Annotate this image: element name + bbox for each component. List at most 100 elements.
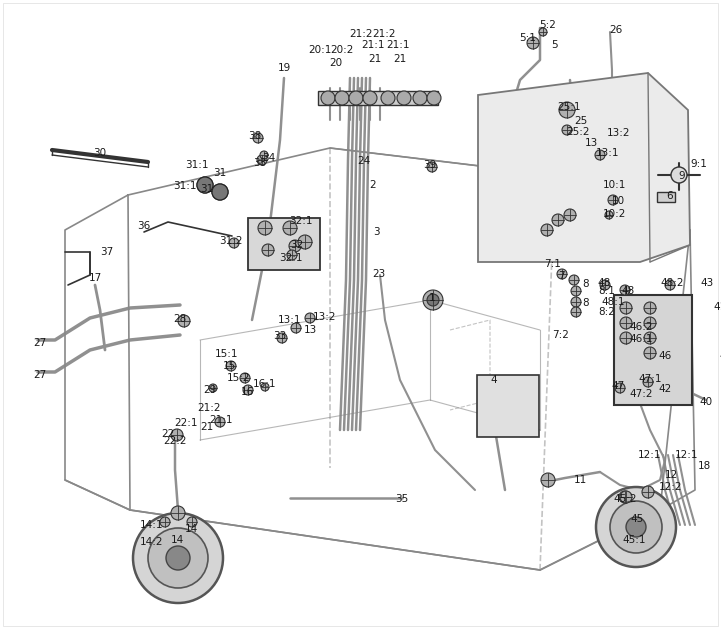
Text: 40: 40 — [699, 397, 712, 407]
Text: 20:1: 20:1 — [309, 45, 332, 55]
Circle shape — [261, 383, 269, 391]
Text: 12: 12 — [664, 470, 678, 480]
Circle shape — [133, 513, 223, 603]
Circle shape — [216, 188, 224, 196]
Text: 14:2: 14:2 — [141, 537, 164, 547]
Text: 31: 31 — [213, 168, 226, 178]
Text: 5: 5 — [552, 40, 558, 50]
Text: 8: 8 — [583, 298, 589, 308]
Text: 12:1: 12:1 — [638, 450, 662, 460]
Text: 28: 28 — [173, 314, 187, 324]
Text: 44: 44 — [720, 351, 721, 361]
Text: 31:1: 31:1 — [185, 160, 209, 170]
Circle shape — [562, 125, 572, 135]
Text: 27: 27 — [33, 370, 47, 380]
Text: 42: 42 — [658, 384, 672, 394]
Text: 43: 43 — [700, 278, 714, 288]
Circle shape — [620, 302, 632, 314]
Text: 13: 13 — [304, 325, 317, 335]
Circle shape — [253, 133, 263, 143]
Text: 10:2: 10:2 — [603, 209, 627, 219]
Circle shape — [626, 517, 646, 537]
Text: 12:2: 12:2 — [659, 482, 683, 492]
Text: 5:2: 5:2 — [539, 20, 557, 30]
Polygon shape — [478, 73, 690, 262]
Circle shape — [349, 91, 363, 105]
Text: 37: 37 — [100, 247, 114, 257]
Text: 14:1: 14:1 — [141, 520, 164, 530]
Text: 7: 7 — [557, 271, 565, 281]
Circle shape — [381, 91, 395, 105]
Circle shape — [148, 528, 208, 588]
Text: 46:1: 46:1 — [629, 334, 653, 344]
Text: 32: 32 — [291, 240, 304, 250]
Text: 18: 18 — [697, 461, 711, 471]
Text: 15:1: 15:1 — [216, 349, 239, 359]
Circle shape — [197, 177, 213, 193]
Text: 1: 1 — [429, 293, 435, 303]
Text: 26: 26 — [609, 25, 623, 35]
Circle shape — [215, 417, 225, 427]
Circle shape — [557, 269, 567, 279]
Text: 5:1: 5:1 — [520, 33, 536, 43]
Circle shape — [620, 285, 630, 295]
Circle shape — [397, 91, 411, 105]
Circle shape — [212, 184, 228, 200]
Text: 36: 36 — [138, 221, 151, 231]
Bar — [318, 91, 438, 105]
Text: 17: 17 — [89, 273, 102, 283]
Text: 46: 46 — [658, 351, 672, 361]
Text: 21:2: 21:2 — [198, 403, 221, 413]
Circle shape — [571, 286, 581, 296]
Text: 8:1: 8:1 — [598, 286, 616, 296]
Text: 34: 34 — [262, 153, 275, 163]
Text: 21:1: 21:1 — [209, 415, 233, 425]
Circle shape — [427, 91, 441, 105]
Circle shape — [363, 91, 377, 105]
Text: 45:1: 45:1 — [622, 535, 646, 545]
Circle shape — [571, 307, 581, 317]
Text: 25:2: 25:2 — [566, 127, 590, 137]
Circle shape — [262, 244, 274, 256]
Text: 48: 48 — [598, 278, 611, 288]
Circle shape — [287, 250, 297, 260]
Text: 21:2: 21:2 — [349, 29, 373, 39]
Circle shape — [229, 238, 239, 248]
Circle shape — [569, 275, 579, 285]
Circle shape — [413, 91, 427, 105]
Text: 48:1: 48:1 — [601, 297, 625, 307]
Circle shape — [600, 280, 610, 290]
Text: 22:1: 22:1 — [174, 418, 198, 428]
Circle shape — [642, 486, 654, 498]
Text: 6: 6 — [667, 191, 673, 201]
Text: 30: 30 — [94, 148, 107, 158]
Text: 22:2: 22:2 — [163, 436, 187, 446]
Circle shape — [620, 491, 632, 503]
Circle shape — [527, 37, 539, 49]
Circle shape — [644, 347, 656, 359]
Text: 9:1: 9:1 — [691, 159, 707, 169]
Circle shape — [260, 151, 268, 159]
Text: 21:2: 21:2 — [372, 29, 396, 39]
Circle shape — [552, 214, 564, 226]
Circle shape — [541, 224, 553, 236]
Circle shape — [541, 473, 555, 487]
Circle shape — [643, 377, 653, 387]
Text: 10:1: 10:1 — [603, 180, 627, 190]
Circle shape — [564, 209, 576, 221]
Circle shape — [160, 517, 170, 527]
Circle shape — [595, 150, 605, 160]
Circle shape — [321, 91, 335, 105]
Text: 47: 47 — [611, 381, 624, 391]
Text: 9: 9 — [678, 171, 686, 181]
Circle shape — [209, 384, 217, 392]
Circle shape — [243, 385, 253, 395]
Circle shape — [644, 302, 656, 314]
Circle shape — [291, 323, 301, 333]
Circle shape — [620, 332, 632, 344]
Circle shape — [277, 333, 287, 343]
Text: 7:2: 7:2 — [552, 330, 570, 340]
Text: 25:1: 25:1 — [557, 102, 580, 112]
Bar — [477, 375, 539, 437]
Text: 23: 23 — [372, 269, 386, 279]
